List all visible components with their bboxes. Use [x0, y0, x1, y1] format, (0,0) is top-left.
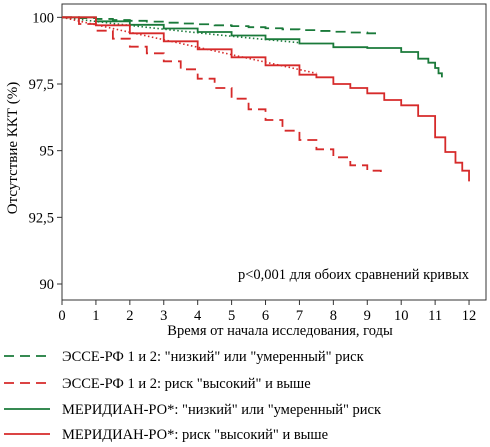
y-tick-label: 100 — [32, 10, 54, 26]
y-axis-label: Отсутствие ККТ (%) — [5, 82, 21, 214]
x-tick-label: 11 — [428, 308, 442, 324]
legend-item: МЕРИДИАН-РО*: риск "высокий" и выше — [4, 427, 328, 443]
y-tick-label: 97,5 — [29, 77, 54, 93]
ese-low-risk-line — [62, 16, 381, 35]
x-tick-label: 3 — [160, 308, 167, 324]
meridian-low-risk-line — [62, 16, 443, 78]
x-axis-label: Время от начала исследования, годы — [167, 323, 393, 339]
x-tick-label: 0 — [58, 308, 65, 324]
legend-item: МЕРИДИАН-РО*: "низкий" или "умеренный" р… — [4, 402, 382, 418]
legend-label: МЕРИДИАН-РО*: риск "высокий" и выше — [62, 427, 328, 443]
y-tick-label: 95 — [40, 144, 55, 160]
x-tick-label: 8 — [330, 308, 337, 324]
meridian-high-risk-line — [62, 16, 470, 182]
legend-label: ЭССЕ-РФ 1 и 2: "низкий" или "умеренный" … — [62, 349, 365, 365]
plot-area — [61, 3, 487, 301]
y-tick-label: 92,5 — [29, 210, 54, 226]
ese-high-risk-dotted-extension — [61, 16, 317, 75]
x-tick-label: 1 — [92, 308, 99, 324]
legend-item: ЭССЕ-РФ 1 и 2: риск "высокий" и выше — [4, 376, 311, 392]
legend-label: ЭССЕ-РФ 1 и 2: риск "высокий" и выше — [62, 376, 311, 392]
x-tick-label: 6 — [262, 308, 269, 324]
x-tick-label: 2 — [126, 308, 133, 324]
x-tick-label: 10 — [394, 308, 409, 324]
ese-high-risk-line — [62, 16, 382, 172]
y-tick-label: 90 — [40, 277, 55, 293]
legend-label: МЕРИДИАН-РО*: "низкий" или "умеренный" р… — [62, 402, 382, 418]
x-axis: 0 1 2 3 4 5 6 7 8 9 10 11 12 — [58, 300, 476, 324]
legend: ЭССЕ-РФ 1 и 2: "низкий" или "умеренный" … — [4, 349, 382, 443]
x-tick-label: 7 — [296, 308, 303, 324]
legend-item: ЭССЕ-РФ 1 и 2: "низкий" или "умеренный" … — [4, 349, 365, 365]
x-tick-label: 4 — [194, 308, 202, 324]
p-value-annotation: p<0,001 для обоих сравнений кривых — [238, 267, 470, 283]
y-axis: 90 92,5 95 97,5 100 — [29, 10, 62, 293]
plot-frame — [61, 3, 487, 301]
series-group — [62, 16, 470, 182]
x-tick-label: 5 — [228, 308, 235, 324]
x-tick-label: 9 — [364, 308, 371, 324]
x-tick-label: 12 — [462, 308, 477, 324]
